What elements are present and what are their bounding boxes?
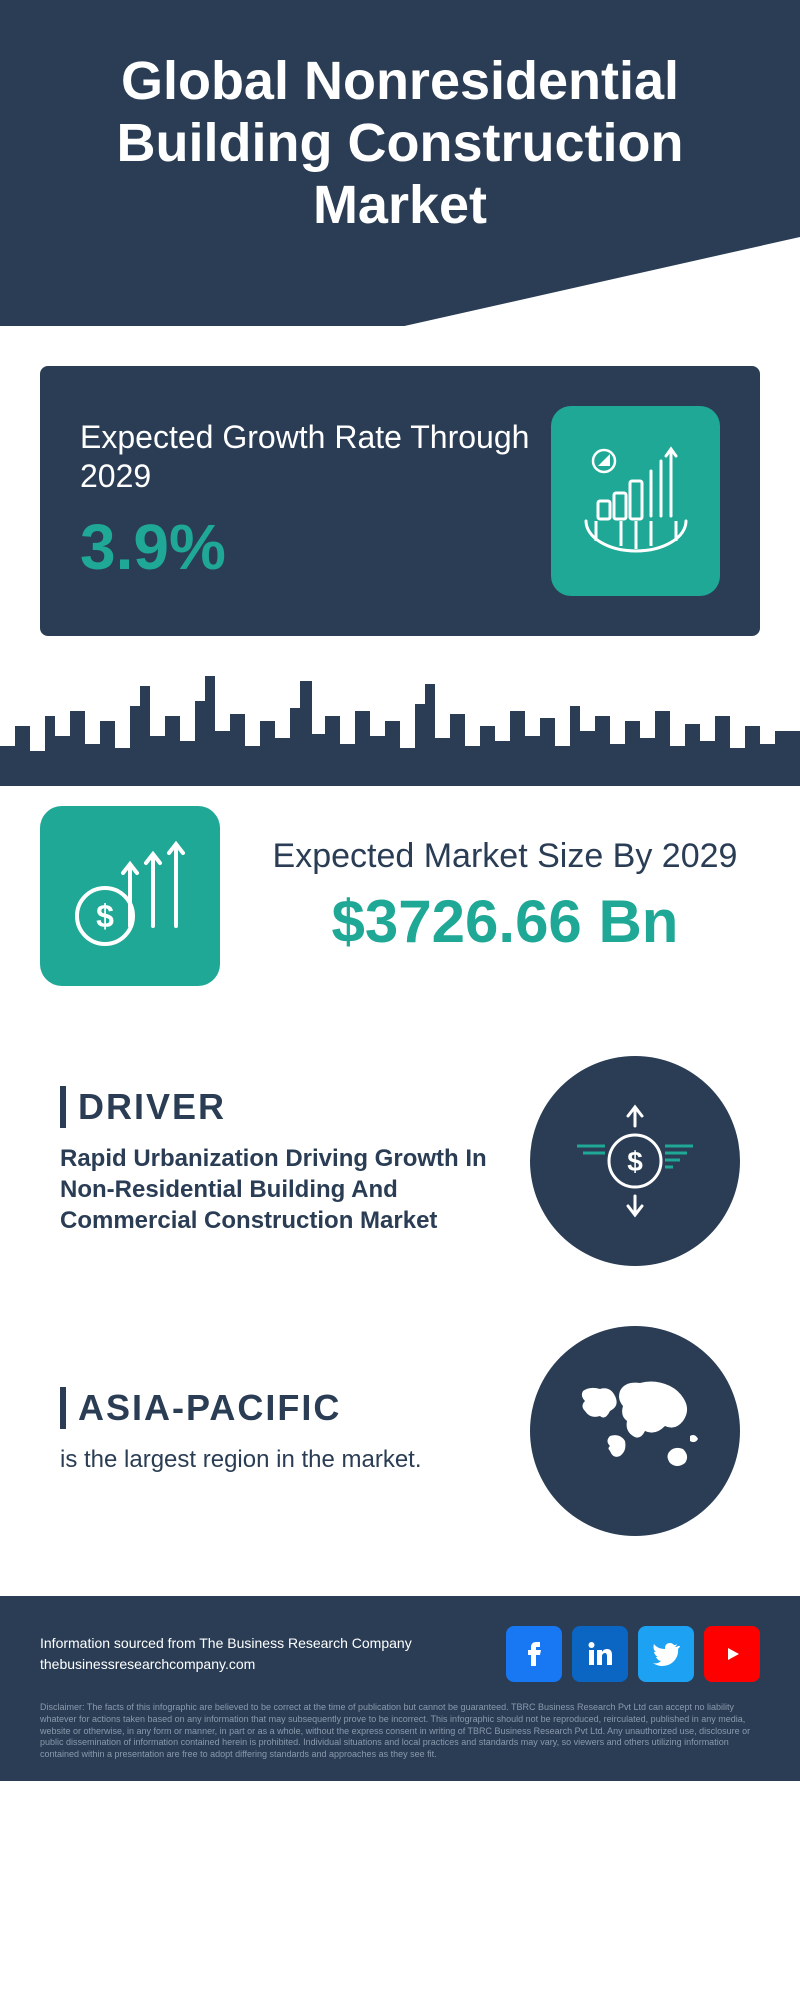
growth-text-block: Expected Growth Rate Through 2029 3.9% xyxy=(80,418,551,584)
twitter-icon xyxy=(651,1639,681,1669)
region-title: ASIA-PACIFIC xyxy=(60,1387,490,1429)
svg-text:$: $ xyxy=(627,1146,643,1177)
growth-value: 3.9% xyxy=(80,510,551,584)
youtube-button[interactable] xyxy=(704,1626,760,1682)
svg-text:$: $ xyxy=(96,898,114,934)
spacer xyxy=(0,326,800,366)
twitter-button[interactable] xyxy=(638,1626,694,1682)
skyline-silhouette-icon xyxy=(0,666,800,786)
region-text-block: ASIA-PACIFIC is the largest region in th… xyxy=(60,1387,490,1475)
youtube-icon xyxy=(715,1642,749,1666)
growth-rate-card: Expected Growth Rate Through 2029 3.9% xyxy=(40,366,760,636)
market-icon-container: $ xyxy=(40,806,220,986)
linkedin-button[interactable] xyxy=(572,1626,628,1682)
driver-description: Rapid Urbanization Driving Growth In Non… xyxy=(60,1143,490,1237)
growth-chart-globe-icon xyxy=(566,431,706,571)
source-line-1: Information sourced from The Business Re… xyxy=(40,1633,412,1654)
driver-icon-circle: $ xyxy=(530,1056,740,1266)
growth-icon-container xyxy=(551,406,720,596)
dollar-transfer-icon: $ xyxy=(565,1091,705,1231)
market-text-block: Expected Market Size By 2029 $3726.66 Bn xyxy=(250,836,760,956)
linkedin-icon xyxy=(585,1639,615,1669)
driver-title: DRIVER xyxy=(60,1086,490,1128)
region-icon-circle xyxy=(530,1326,740,1536)
footer-top-row: Information sourced from The Business Re… xyxy=(40,1626,760,1682)
market-size-value: $3726.66 Bn xyxy=(250,887,760,956)
header-section: Global Nonresidential Building Construct… xyxy=(0,0,800,326)
disclaimer-text: Disclaimer: The facts of this infographi… xyxy=(40,1702,760,1760)
skyline-divider xyxy=(0,656,800,786)
header-triangle-accent xyxy=(400,237,800,326)
source-line-2: thebusinessresearchcompany.com xyxy=(40,1654,412,1675)
driver-section: DRIVER Rapid Urbanization Driving Growth… xyxy=(0,1026,800,1296)
region-section: ASIA-PACIFIC is the largest region in th… xyxy=(0,1296,800,1566)
page-title: Global Nonresidential Building Construct… xyxy=(40,50,760,236)
footer-source: Information sourced from The Business Re… xyxy=(40,1633,412,1675)
region-description: is the largest region in the market. xyxy=(60,1444,490,1475)
world-map-icon xyxy=(555,1351,715,1511)
facebook-button[interactable] xyxy=(506,1626,562,1682)
driver-text-block: DRIVER Rapid Urbanization Driving Growth… xyxy=(60,1086,490,1237)
dollar-arrows-icon: $ xyxy=(65,831,195,961)
market-size-section: $ Expected Market Size By 2029 $3726.66 … xyxy=(0,786,800,1026)
footer-section: Information sourced from The Business Re… xyxy=(0,1596,800,1780)
growth-label: Expected Growth Rate Through 2029 xyxy=(80,418,551,495)
market-size-label: Expected Market Size By 2029 xyxy=(250,836,760,877)
facebook-icon xyxy=(519,1639,549,1669)
social-links xyxy=(506,1626,760,1682)
